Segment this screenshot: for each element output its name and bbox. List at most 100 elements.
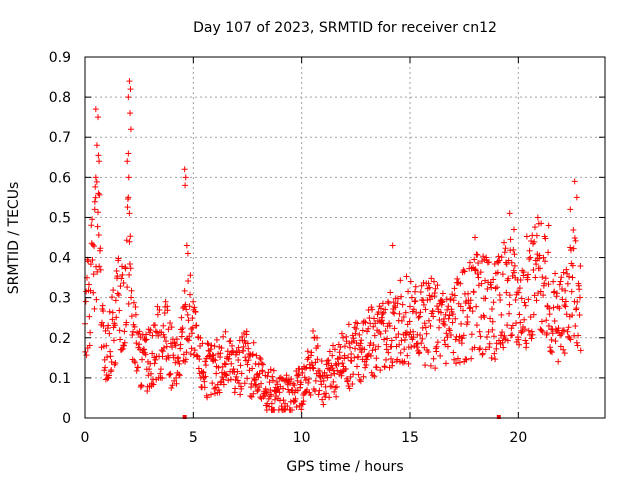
data-point (413, 310, 420, 317)
data-point (188, 345, 195, 352)
data-point (511, 269, 518, 276)
data-point (314, 356, 321, 363)
data-point (379, 310, 386, 317)
data-point (95, 190, 102, 197)
data-point (539, 274, 546, 281)
data-point (271, 396, 278, 403)
data-point (115, 255, 122, 262)
y-tick-label: 0.7 (49, 130, 71, 146)
data-point (515, 336, 522, 343)
data-point (190, 298, 197, 305)
data-point (473, 322, 480, 329)
data-point (571, 178, 578, 185)
data-point (387, 289, 394, 296)
data-point (353, 363, 360, 370)
data-point (469, 308, 476, 315)
data-point (204, 340, 211, 347)
data-point (183, 306, 190, 313)
data-point (441, 337, 448, 344)
data-point (355, 353, 362, 360)
data-point (572, 322, 579, 329)
data-point (104, 354, 111, 361)
data-point (152, 356, 159, 363)
data-point (91, 198, 98, 205)
data-point (530, 267, 537, 274)
data-point (310, 365, 317, 372)
x-tick-label: 0 (81, 430, 90, 446)
data-point (351, 354, 358, 361)
data-point (397, 349, 404, 356)
data-point (386, 320, 393, 327)
data-point (112, 322, 119, 329)
data-point (412, 288, 419, 295)
data-point (371, 373, 378, 380)
data-point (573, 194, 580, 201)
data-point (576, 312, 583, 319)
data-point (405, 288, 412, 295)
data-point (503, 289, 510, 296)
data-point (299, 369, 306, 376)
data-point (293, 403, 300, 410)
data-point (425, 280, 432, 287)
x-tick-label: 20 (509, 430, 527, 446)
data-point (475, 260, 482, 267)
data-point (355, 371, 362, 378)
data-point (185, 277, 192, 284)
data-point (204, 394, 211, 401)
data-point (121, 342, 127, 349)
data-point (363, 356, 370, 363)
data-point (109, 294, 116, 301)
data-point (460, 307, 467, 314)
plot-frame (84, 56, 606, 419)
data-point (251, 376, 258, 383)
data-point (408, 294, 415, 301)
data-point (356, 376, 363, 383)
data-point (192, 308, 199, 315)
data-point (367, 340, 374, 347)
data-point (472, 267, 479, 274)
data-point (182, 174, 189, 181)
data-point (539, 328, 546, 335)
data-point (509, 322, 516, 329)
data-point (506, 301, 513, 308)
data-point (288, 406, 295, 413)
data-point (410, 334, 417, 341)
data-point (538, 220, 545, 227)
data-point (531, 238, 538, 245)
data-point (454, 355, 461, 362)
data-point (444, 343, 451, 350)
data-point (197, 334, 204, 341)
data-point (372, 346, 379, 353)
data-point (561, 302, 568, 309)
data-point (392, 304, 399, 311)
data-point (224, 348, 231, 355)
data-point (93, 142, 100, 149)
data-point (526, 256, 533, 263)
data-point (445, 315, 452, 322)
data-point (133, 340, 140, 347)
data-point (431, 290, 438, 297)
data-point (567, 244, 574, 251)
data-point (444, 334, 451, 341)
data-point (425, 317, 432, 324)
data-point (232, 385, 239, 392)
data-point (393, 334, 400, 341)
data-point (417, 331, 424, 338)
data-point (481, 314, 488, 321)
data-point (205, 341, 212, 348)
data-point (473, 303, 480, 310)
data-point (151, 360, 158, 367)
data-point (126, 261, 133, 268)
data-point (294, 377, 301, 384)
data-point (563, 311, 570, 318)
data-point (408, 343, 415, 350)
data-point (502, 245, 509, 252)
data-point (308, 349, 315, 356)
data-point (105, 372, 112, 379)
data-point (562, 287, 569, 294)
data-point (477, 333, 484, 340)
data-point (127, 86, 134, 93)
data-point (133, 367, 140, 374)
data-point (121, 328, 128, 335)
data-point (303, 364, 310, 371)
